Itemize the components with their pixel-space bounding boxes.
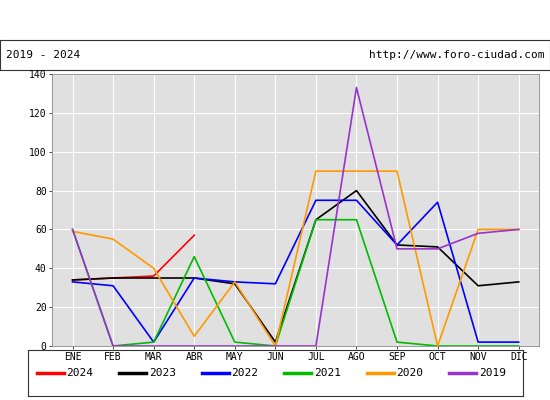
Text: http://www.foro-ciudad.com: http://www.foro-ciudad.com — [369, 50, 544, 60]
Text: 2019: 2019 — [478, 368, 506, 378]
Text: 2022: 2022 — [231, 368, 258, 378]
Text: Evolucion Nº Turistas Extranjeros en el municipio de Vegadeo: Evolucion Nº Turistas Extranjeros en el … — [35, 14, 515, 26]
Text: 2021: 2021 — [314, 368, 341, 378]
Text: 2020: 2020 — [396, 368, 424, 378]
Text: 2023: 2023 — [148, 368, 176, 378]
Text: 2019 - 2024: 2019 - 2024 — [6, 50, 80, 60]
Text: 2024: 2024 — [67, 368, 94, 378]
